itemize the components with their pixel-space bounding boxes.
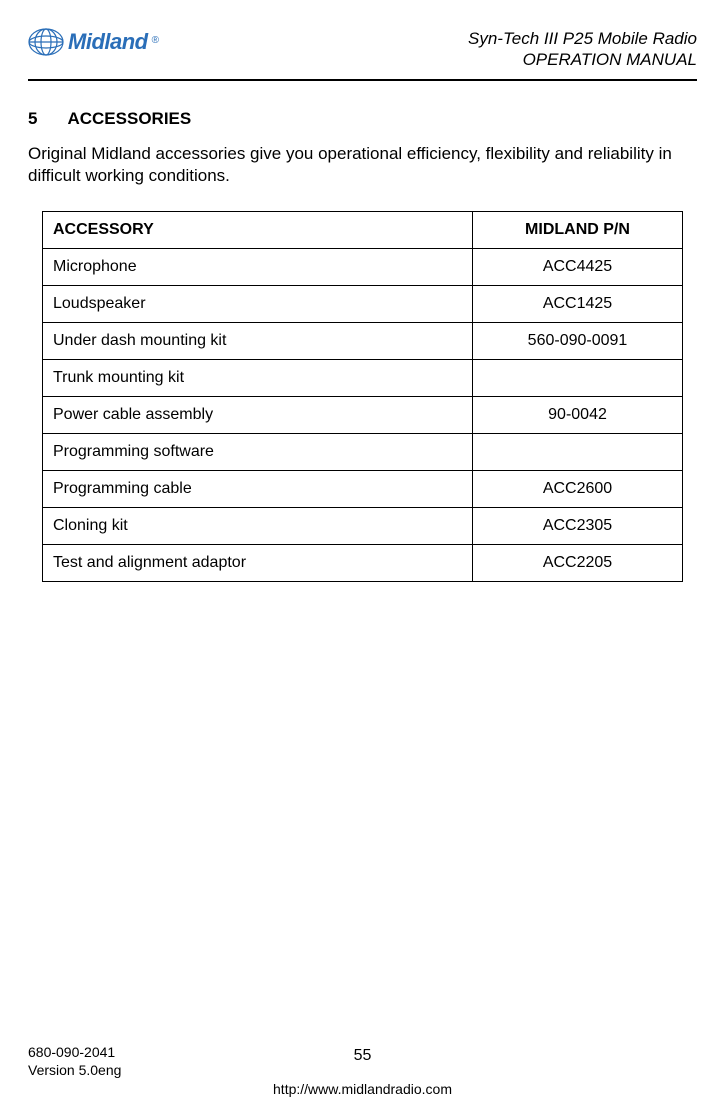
table-row: Power cable assembly 90-0042 <box>43 396 683 433</box>
registered-mark: ® <box>152 35 159 46</box>
cell-pn: ACC1425 <box>473 285 683 322</box>
cell-pn: 90-0042 <box>473 396 683 433</box>
cell-pn <box>473 433 683 470</box>
cell-pn: ACC2205 <box>473 544 683 581</box>
cell-accessory: Loudspeaker <box>43 285 473 322</box>
section-intro: Original Midland accessories give you op… <box>28 143 697 187</box>
cell-pn: 560-090-0091 <box>473 322 683 359</box>
section-number: 5 <box>28 109 37 129</box>
document-title-line1: Syn-Tech III P25 Mobile Radio <box>468 28 697 49</box>
accessories-table: ACCESSORY MIDLAND P/N Microphone ACC4425… <box>42 211 683 582</box>
cell-accessory: Programming cable <box>43 470 473 507</box>
cell-accessory: Test and alignment adaptor <box>43 544 473 581</box>
table-row: Programming cable ACC2600 <box>43 470 683 507</box>
table-row: Loudspeaker ACC1425 <box>43 285 683 322</box>
table-header-row: ACCESSORY MIDLAND P/N <box>43 211 683 248</box>
footer-url: http://www.midlandradio.com <box>28 1081 697 1097</box>
cell-pn: ACC2305 <box>473 507 683 544</box>
col-header-pn: MIDLAND P/N <box>473 211 683 248</box>
document-title-line2: OPERATION MANUAL <box>468 49 697 70</box>
cell-accessory: Programming software <box>43 433 473 470</box>
section-heading: 5 ACCESSORIES <box>28 109 697 129</box>
cell-pn: ACC2600 <box>473 470 683 507</box>
table-row: Programming software <box>43 433 683 470</box>
doc-version: Version 5.0eng <box>28 1062 121 1080</box>
section-title: ACCESSORIES <box>67 109 191 128</box>
footer-row: 680-090-2041 Version 5.0eng 55 <box>28 1045 697 1079</box>
brand-logo: Midland ® <box>28 28 159 56</box>
footer-docinfo: 680-090-2041 Version 5.0eng <box>28 1044 121 1079</box>
table-row: Cloning kit ACC2305 <box>43 507 683 544</box>
col-header-accessory: ACCESSORY <box>43 211 473 248</box>
cell-accessory: Microphone <box>43 248 473 285</box>
document-title-block: Syn-Tech III P25 Mobile Radio OPERATION … <box>468 28 697 71</box>
page-header: Midland ® Syn-Tech III P25 Mobile Radio O… <box>28 28 697 81</box>
cell-accessory: Cloning kit <box>43 507 473 544</box>
table-row: Microphone ACC4425 <box>43 248 683 285</box>
doc-number: 680-090-2041 <box>28 1044 121 1062</box>
page-footer: 680-090-2041 Version 5.0eng 55 http://ww… <box>28 1045 697 1097</box>
cell-accessory: Power cable assembly <box>43 396 473 433</box>
midland-logo-icon <box>28 28 64 56</box>
brand-name: Midland <box>68 29 148 55</box>
cell-pn <box>473 359 683 396</box>
cell-accessory: Under dash mounting kit <box>43 322 473 359</box>
cell-pn: ACC4425 <box>473 248 683 285</box>
page-number: 55 <box>354 1047 372 1065</box>
cell-accessory: Trunk mounting kit <box>43 359 473 396</box>
table-row: Test and alignment adaptor ACC2205 <box>43 544 683 581</box>
table-row: Trunk mounting kit <box>43 359 683 396</box>
table-row: Under dash mounting kit 560-090-0091 <box>43 322 683 359</box>
